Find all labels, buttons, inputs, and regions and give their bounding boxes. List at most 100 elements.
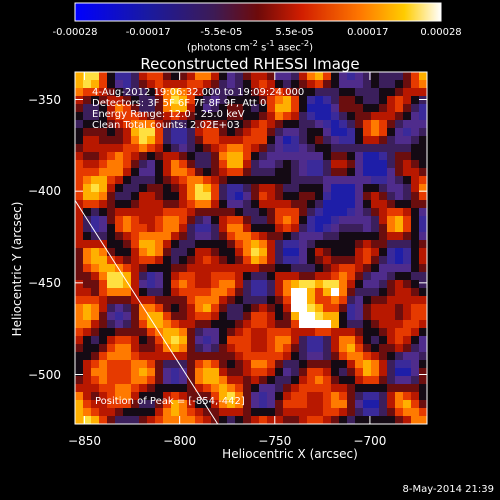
heatmap-cell [419,400,428,409]
heatmap-cell [171,288,180,297]
heatmap-cell [83,192,92,201]
heatmap-cell [395,168,404,177]
heatmap-cell [235,192,244,201]
heatmap-cell [395,312,404,321]
heatmap-cell [227,96,236,105]
heatmap-cell [403,376,412,385]
heatmap-cell [315,272,324,281]
heatmap-cell [131,368,140,377]
heatmap-cell [243,280,252,289]
heatmap-cell [411,232,420,241]
heatmap-cell [123,88,132,97]
heatmap-cell [339,120,348,129]
heatmap-cell [179,160,188,169]
heatmap-cell [243,224,252,233]
heatmap-cell [91,232,100,241]
heatmap-cell [235,272,244,281]
heatmap-cell [235,304,244,313]
heatmap-cell [123,192,132,201]
heatmap-cell [411,80,420,89]
heatmap-cell [307,152,316,161]
heatmap-cell [179,344,188,353]
heatmap-cell [171,344,180,353]
heatmap-cell [75,96,84,105]
heatmap-cell [267,88,276,97]
heatmap-cell [211,96,220,105]
heatmap-cell [147,72,156,81]
heatmap-cell [75,168,84,177]
heatmap-cell [155,344,164,353]
heatmap-cell [307,144,316,153]
heatmap-cell [291,320,300,329]
heatmap-cell [331,392,340,401]
heatmap-cell [123,304,132,313]
heatmap-cell [147,192,156,201]
heatmap-cell [315,304,324,313]
heatmap-cell [323,264,332,273]
heatmap-cell [83,136,92,145]
heatmap-cell [347,232,356,241]
heatmap-cell [91,376,100,385]
heatmap-cell [259,176,268,185]
heatmap-cell [347,88,356,97]
heatmap-cell [147,248,156,257]
heatmap-cell [283,144,292,153]
heatmap-cell [91,224,100,233]
heatmap-cell [91,128,100,137]
heatmap-cell [275,216,284,225]
heatmap-cell [291,272,300,281]
heatmap-cell [115,352,124,361]
heatmap-cell [187,280,196,289]
heatmap-cell [155,208,164,217]
heatmap-cell [235,152,244,161]
heatmap-cell [291,112,300,121]
heatmap-cell [147,400,156,409]
heatmap-cell [179,72,188,81]
heatmap-cell [155,232,164,241]
heatmap-cell [187,144,196,153]
heatmap-cell [75,160,84,169]
heatmap-cell [283,400,292,409]
heatmap-cell [379,296,388,305]
heatmap-cell [147,408,156,417]
heatmap-cell [187,368,196,377]
heatmap-cell [251,144,260,153]
heatmap-cell [171,232,180,241]
heatmap-cell [403,184,412,193]
heatmap-cell [411,208,420,217]
heatmap-cell [267,184,276,193]
heatmap-cell [227,144,236,153]
heatmap-cell [411,184,420,193]
heatmap-cell [187,136,196,145]
heatmap-cell [371,136,380,145]
heatmap-cell [323,160,332,169]
heatmap-cell [91,312,100,321]
heatmap-cell [283,200,292,209]
heatmap-cell [299,312,308,321]
heatmap-cell [355,400,364,409]
heatmap-cell [179,256,188,265]
heatmap-cell [147,80,156,89]
heatmap-cell [307,200,316,209]
heatmap-cell [299,88,308,97]
heatmap-cell [163,88,172,97]
heatmap-cell [371,152,380,161]
heatmap-cell [131,80,140,89]
heatmap-cell [363,120,372,129]
heatmap-cell [299,80,308,89]
heatmap-cell [91,112,100,121]
heatmap-cell [299,152,308,161]
heatmap-cell [155,240,164,249]
heatmap-cell [195,368,204,377]
heatmap-cell [155,128,164,137]
heatmap-cell [299,248,308,257]
heatmap-cell [179,152,188,161]
heatmap-cell [315,184,324,193]
heatmap-cell [395,360,404,369]
heatmap-cell [411,400,420,409]
heatmap-cell [315,256,324,265]
heatmap-cell [371,224,380,233]
heatmap-cell [315,288,324,297]
heatmap-cell [163,280,172,289]
heatmap-cell [147,376,156,385]
